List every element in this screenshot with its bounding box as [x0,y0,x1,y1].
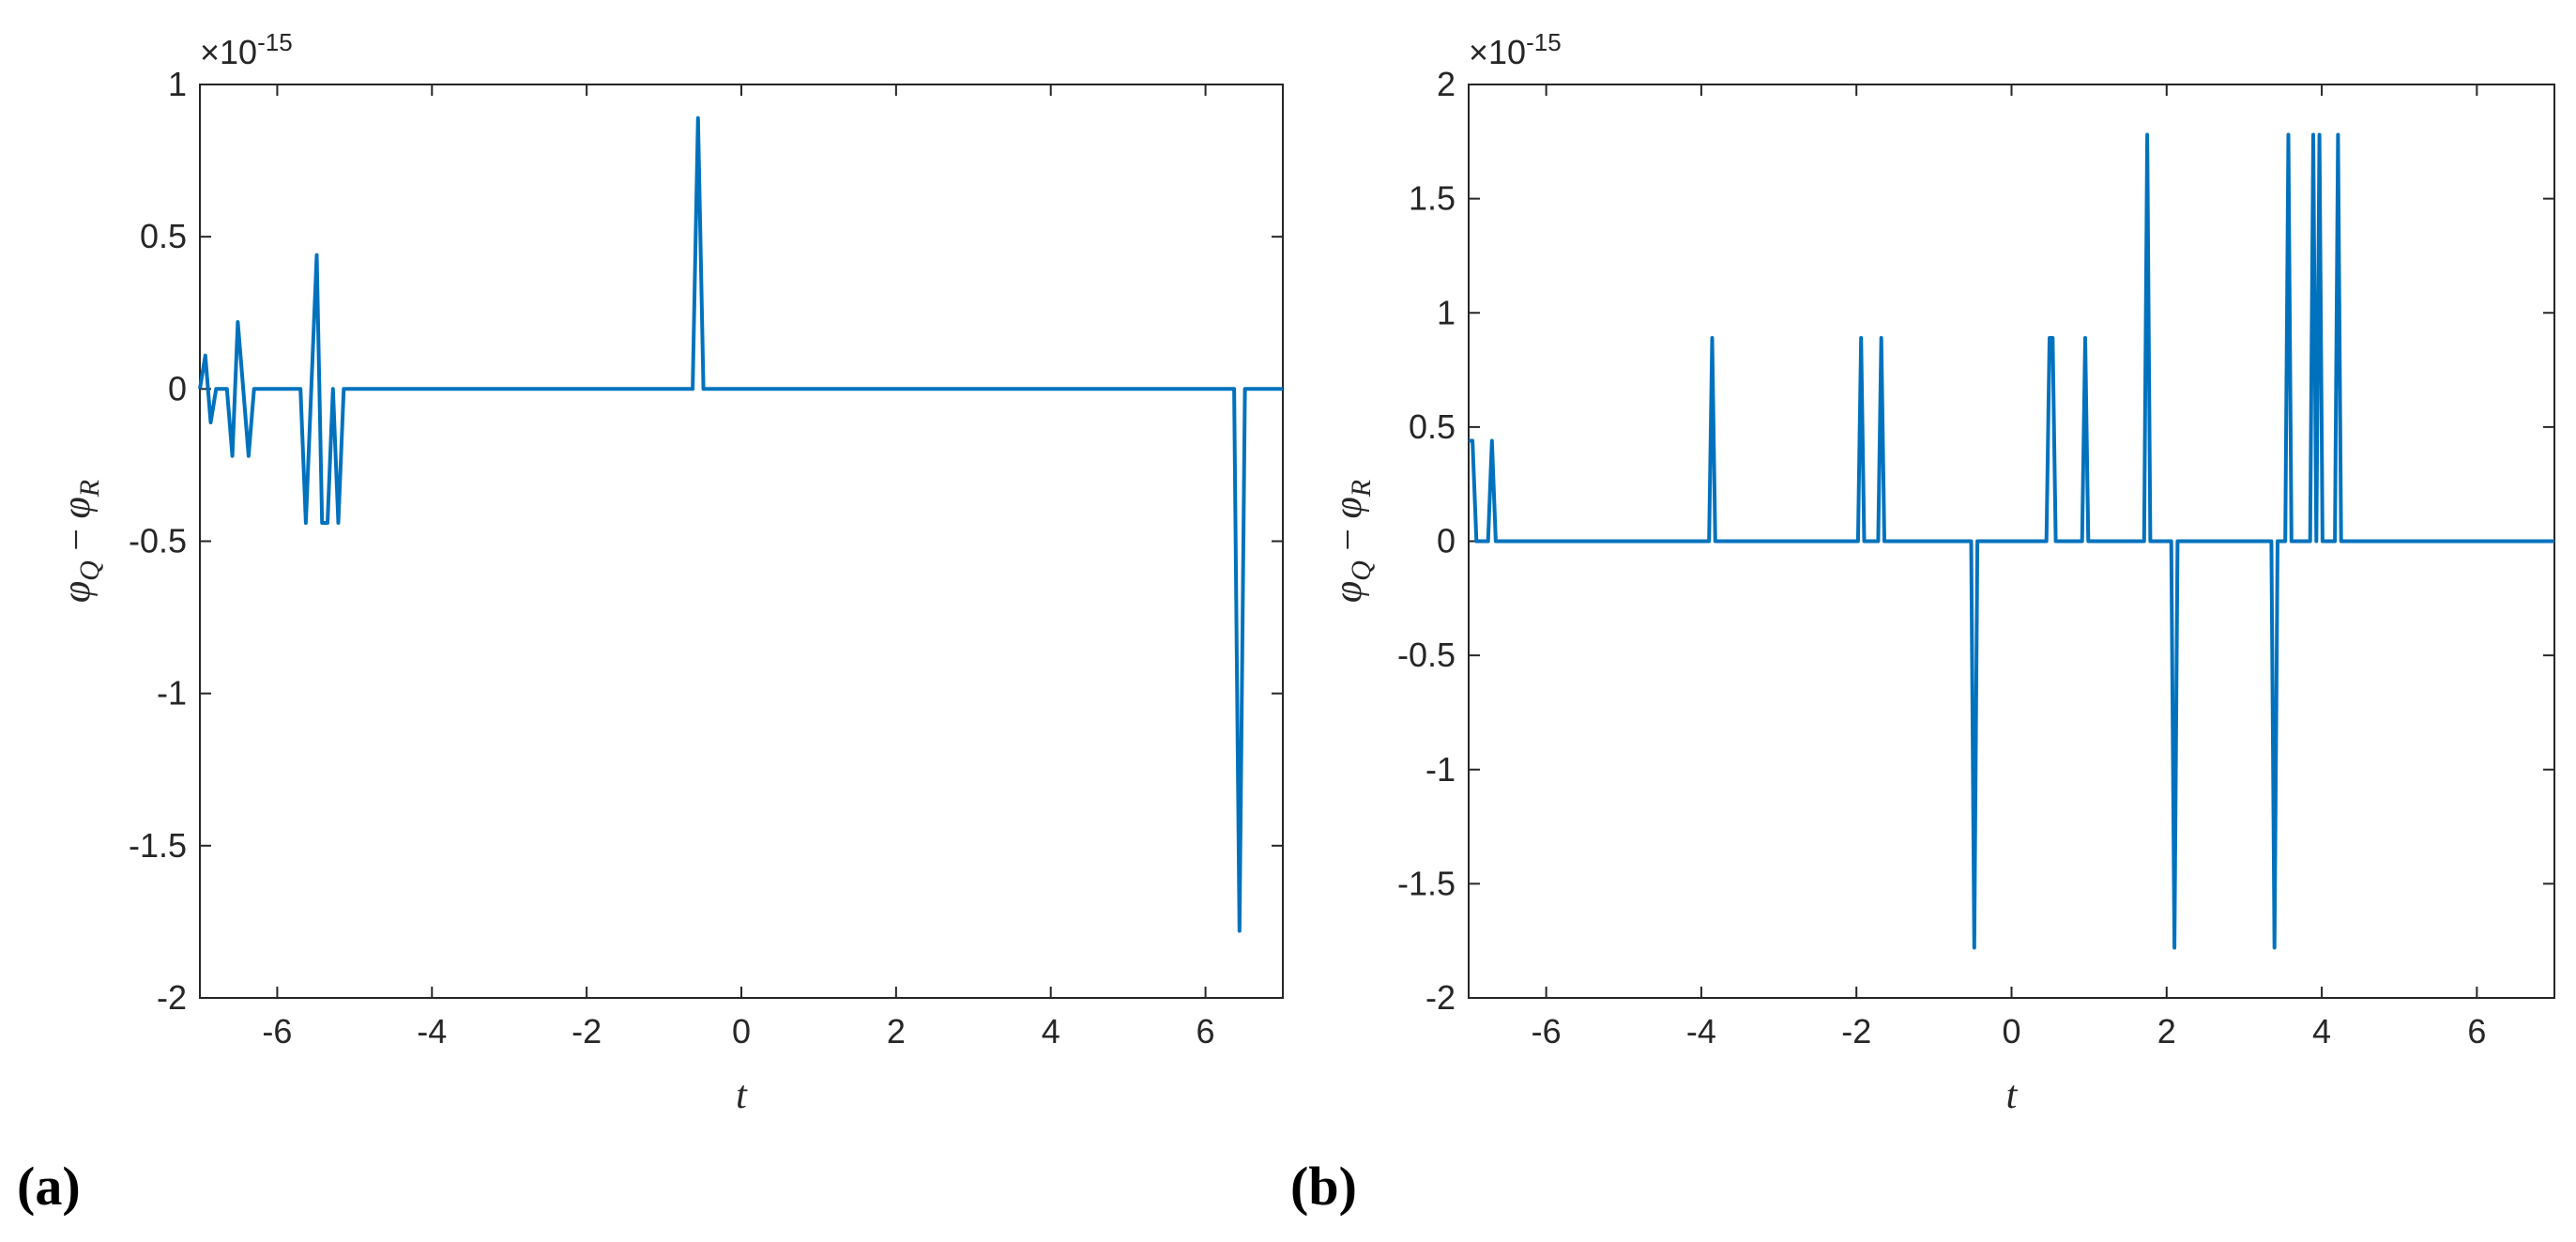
x-axis-label: t [2006,1074,2019,1117]
chart-panel-b: -6 -4 -2 0 2 4 6 -2 -1.5 -1 -0.5 0 0.5 1 1.5 2 ×10-15 t φQ… [1290,28,2555,1217]
y-tick-label: -1.5 [129,826,187,865]
y-axis-label: φQ − φR [55,480,105,603]
x-tick-label: 6 [2467,1012,2486,1050]
y-tick-label: -2 [1425,978,1456,1017]
x-tick-label: -4 [417,1012,447,1050]
x-tick-label: -2 [1841,1012,1871,1050]
x-tick-label: 0 [2002,1012,2020,1050]
y-tick-label: 0.5 [140,217,187,255]
y-tick-label: -1 [157,674,187,713]
y-tick-label: 1 [168,65,187,103]
y-tick-label: 0 [1437,522,1456,560]
x-tick-label: 6 [1197,1012,1215,1050]
y-tick-label: 0.5 [1409,407,1456,446]
x-tick-label: -4 [1686,1012,1716,1050]
series-line-0 [1469,132,2554,950]
x-tick-label: 2 [2157,1012,2176,1050]
axis-exponent: ×10-15 [200,28,293,71]
y-tick-label: 0 [168,369,187,407]
x-tick-label: 4 [1042,1012,1060,1050]
axes-box [199,84,1284,999]
panel-label: (b) [1290,1156,1357,1217]
x-axis-label: t [736,1074,748,1117]
x-tick-label: -6 [1532,1012,1562,1050]
x-tick-label: -6 [262,1012,292,1050]
series-line-0 [198,115,1283,933]
panel-label: (a) [17,1156,81,1217]
y-tick-label: -0.5 [129,522,187,560]
x-tick-label: 4 [2312,1012,2331,1050]
x-tick-label: 2 [887,1012,906,1050]
x-tick-label: -2 [572,1012,602,1050]
y-tick-label: -0.5 [1397,636,1456,674]
chart-panel-a: -6 -4 -2 0 2 4 6 -2 -1.5 -1 -0.5 0 0.5 1 ×10-15 t φQ − φ… [17,28,1284,1217]
axis-exponent: ×10-15 [1469,28,1562,71]
y-tick-label: 1 [1437,293,1456,331]
y-axis-label: φQ − φR [1327,480,1377,603]
y-tick-label: 2 [1437,65,1456,103]
y-tick-label: 1.5 [1409,179,1456,218]
y-tick-label: -1.5 [1397,864,1456,902]
y-tick-label: -1 [1425,750,1456,789]
y-tick-label: -2 [157,978,187,1017]
x-tick-label: 0 [732,1012,751,1050]
